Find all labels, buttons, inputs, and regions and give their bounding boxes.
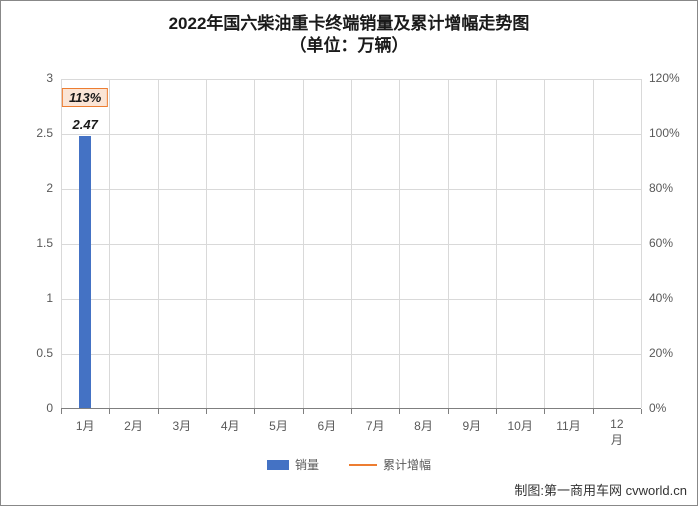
x-category-label: 8月	[414, 417, 433, 434]
gridline-vertical	[109, 79, 110, 408]
growth-pct-label: 113%	[62, 88, 108, 107]
y-right-tick-label: 80%	[649, 181, 689, 195]
x-category-label: 1月	[76, 417, 95, 434]
chart-title: 2022年国六柴油重卡终端销量及累计增幅走势图 （单位：万辆）	[1, 1, 697, 57]
gridline-vertical	[544, 79, 545, 408]
gridline-vertical	[61, 79, 62, 408]
plot-area: 00.511.522.530%20%40%60%80%100%120%1月2月3…	[61, 79, 641, 409]
gridline-vertical	[641, 79, 642, 408]
y-left-tick-label: 2	[13, 181, 53, 195]
y-right-tick-label: 100%	[649, 126, 689, 140]
gridline-vertical	[593, 79, 594, 408]
x-tick	[448, 409, 449, 414]
y-left-tick-label: 0.5	[13, 346, 53, 360]
legend: 销量 累计增幅	[1, 456, 697, 473]
chart-container: 2022年国六柴油重卡终端销量及累计增幅走势图 （单位：万辆） 00.511.5…	[0, 0, 698, 506]
x-category-label: 4月	[221, 417, 240, 434]
x-tick	[158, 409, 159, 414]
y-left-tick-label: 1	[13, 291, 53, 305]
x-category-label: 7月	[366, 417, 385, 434]
y-right-tick-label: 60%	[649, 236, 689, 250]
x-tick	[544, 409, 545, 414]
x-category-label: 12月	[605, 417, 629, 448]
gridline-vertical	[254, 79, 255, 408]
x-tick	[303, 409, 304, 414]
x-tick	[61, 409, 62, 414]
y-right-tick-label: 20%	[649, 346, 689, 360]
x-category-label: 11月	[556, 417, 580, 434]
x-category-label: 9月	[462, 417, 481, 434]
chart-title-line2: （单位：万辆）	[1, 35, 697, 57]
gridline-vertical	[496, 79, 497, 408]
legend-label-sales: 销量	[295, 456, 319, 473]
bar	[79, 136, 92, 408]
x-category-label: 10月	[507, 417, 532, 434]
x-category-label: 6月	[317, 417, 336, 434]
x-category-label: 3月	[172, 417, 191, 434]
x-tick	[641, 409, 642, 414]
x-tick	[496, 409, 497, 414]
gridline-vertical	[206, 79, 207, 408]
footer-credit: 制图:第一商用车网 cvworld.cn	[514, 480, 687, 499]
x-tick	[254, 409, 255, 414]
legend-line-swatch	[349, 464, 377, 466]
legend-bar-swatch	[267, 460, 289, 470]
x-tick	[109, 409, 110, 414]
gridline-vertical	[303, 79, 304, 408]
gridline-vertical	[158, 79, 159, 408]
x-tick	[399, 409, 400, 414]
y-right-tick-label: 120%	[649, 71, 689, 85]
x-category-label: 5月	[269, 417, 288, 434]
x-tick	[351, 409, 352, 414]
chart-title-line1: 2022年国六柴油重卡终端销量及累计增幅走势图	[1, 13, 697, 35]
y-right-tick-label: 0%	[649, 401, 689, 415]
legend-item-growth: 累计增幅	[349, 456, 431, 473]
y-left-tick-label: 2.5	[13, 126, 53, 140]
legend-label-growth: 累计增幅	[383, 456, 431, 473]
gridline-vertical	[351, 79, 352, 408]
y-left-tick-label: 1.5	[13, 236, 53, 250]
x-tick	[593, 409, 594, 414]
gridline-vertical	[399, 79, 400, 408]
x-category-label: 2月	[124, 417, 143, 434]
gridline-vertical	[448, 79, 449, 408]
y-left-tick-label: 0	[13, 401, 53, 415]
x-tick	[206, 409, 207, 414]
y-left-tick-label: 3	[13, 71, 53, 85]
legend-item-sales: 销量	[267, 456, 319, 473]
bar-value-label: 2.47	[73, 117, 98, 132]
y-right-tick-label: 40%	[649, 291, 689, 305]
